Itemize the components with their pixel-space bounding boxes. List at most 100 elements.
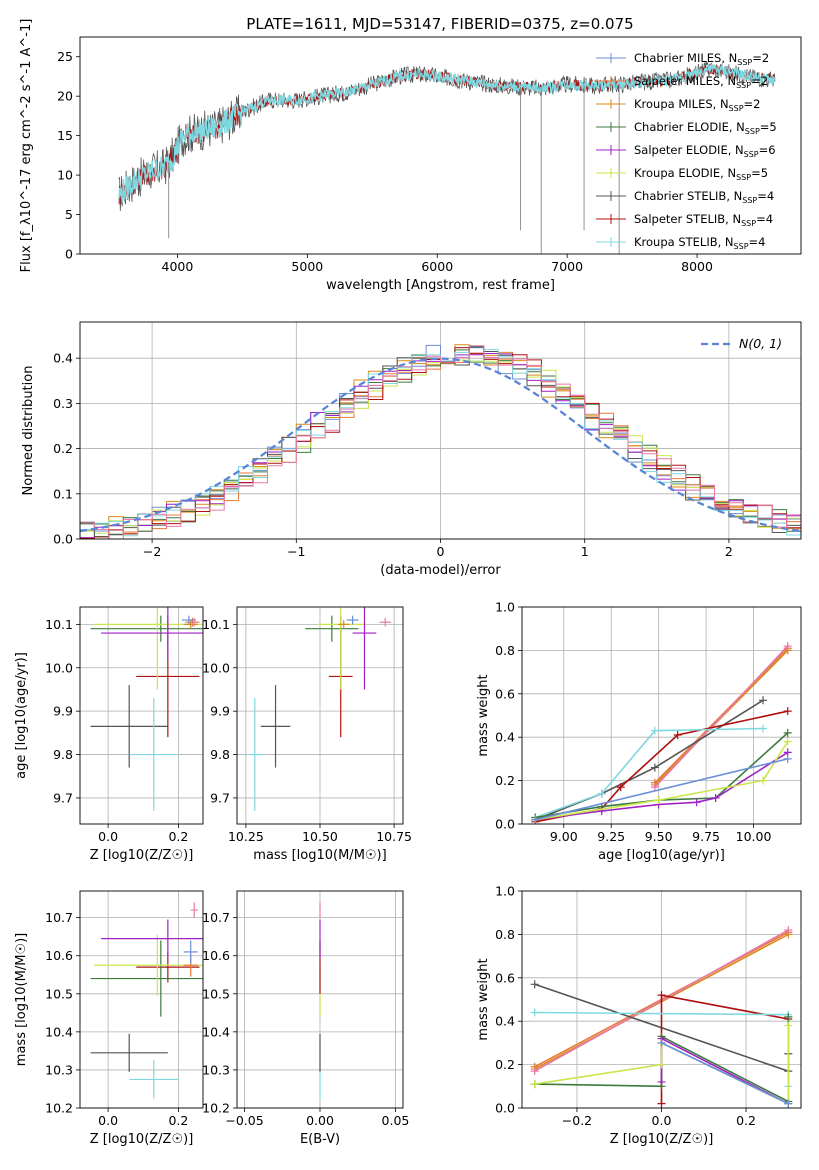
series-marker <box>783 754 792 763</box>
y-tick-label: 0.8 <box>495 643 515 658</box>
legend-label: Kroupa MILES, NSSP=2 <box>634 97 760 113</box>
gaussian-curve <box>80 357 801 533</box>
legend-label-tail: =5 <box>751 166 768 180</box>
series-marker <box>530 1067 539 1076</box>
legend-label: N(0, 1) <box>739 336 782 351</box>
x-tick-label: 0.05 <box>382 1113 410 1128</box>
y-tick-label: 10.3 <box>202 1062 230 1077</box>
legend-label: Salpeter STELIB, NSSP=4 <box>634 212 773 228</box>
x-tick-label: 9.25 <box>597 829 625 844</box>
x-tick-label: 2 <box>725 544 733 559</box>
y-tick-label: 10.6 <box>45 948 73 963</box>
series-line <box>535 727 764 819</box>
x-axis-label: (data-model)/error <box>380 563 501 578</box>
series-marker <box>711 793 720 802</box>
x-tick-label: 4000 <box>162 259 194 274</box>
legend-label: Kroupa ELODIE, NSSP=5 <box>634 166 768 182</box>
legend-label-text: Chabrier STELIB, N <box>634 189 742 203</box>
y-tick-label: 0.1 <box>53 486 73 501</box>
x-tick-label: −1 <box>287 544 305 559</box>
series-marker <box>530 1008 539 1017</box>
x-tick-label: 9.75 <box>692 829 720 844</box>
axes-frame <box>79 321 802 540</box>
y-tick-label: 15 <box>57 128 73 143</box>
legend-label-tail: =5 <box>760 120 777 134</box>
figure-title: PLATE=1611, MJD=53147, FIBERID=0375, z=0… <box>246 15 633 33</box>
x-tick-label: 7000 <box>551 259 583 274</box>
y-tick-label: 9.8 <box>53 747 73 762</box>
legend-label-sub: SSP <box>736 173 751 182</box>
axes-frame <box>521 606 802 825</box>
series-marker <box>784 1099 793 1108</box>
y-tick-label: 0.4 <box>495 1014 515 1029</box>
y-tick-label: 0.3 <box>53 396 73 411</box>
y-tick-label: 10.1 <box>202 617 230 632</box>
series-marker <box>784 1021 793 1030</box>
legend-label-tail: =2 <box>752 51 769 65</box>
y-axis-label: Flux [f_λ10^-17 erg cm^-2 s^-1 A^-1] <box>19 19 34 273</box>
series-line <box>661 1042 789 1105</box>
y-tick-label: 20 <box>57 89 73 104</box>
x-axis-label: Z [log10(Z/Z☉)] <box>90 848 194 863</box>
series-marker <box>759 696 768 705</box>
y-tick-label: 0.0 <box>495 817 515 832</box>
y-tick-label: 10.6 <box>202 948 230 963</box>
series-line <box>535 751 789 821</box>
legend-label-text: Kroupa ELODIE, N <box>634 166 736 180</box>
series-marker <box>759 724 768 733</box>
y-tick-label: 9.9 <box>53 704 73 719</box>
y-tick-label: 0.0 <box>53 532 73 547</box>
chart-spectrum: 4000 5000 6000 7000 8000 0 5 10 15 20 25 wavelength… <box>19 19 802 293</box>
series-marker <box>650 763 659 772</box>
histogram-lines <box>80 344 801 539</box>
x-tick-label: −0.2 <box>562 1113 592 1128</box>
x-tick-label: 0.0 <box>98 1113 118 1128</box>
x-tick-label: 5000 <box>291 259 323 274</box>
series-marker <box>616 783 625 792</box>
series-marker <box>657 1099 666 1108</box>
x-axis-label: mass [log10(M/M☉)] <box>253 848 386 863</box>
series-marker <box>784 926 793 935</box>
x-axis-label: E(B-V) <box>300 1132 340 1147</box>
series-line <box>654 645 789 788</box>
legend-label-tail: =4 <box>749 235 766 249</box>
series-marker <box>530 980 539 989</box>
plot-content <box>530 926 793 1108</box>
series-line <box>535 758 788 821</box>
legend-label-text: Salpeter STELIB, N <box>634 212 741 226</box>
chart-mass-weight-vs-Z: −0.2 0.0 0.2 0.0 0.2 0.4 0.6 0.8 1.0 Z [log10(Z/Z… <box>476 884 802 1147</box>
legend-label: Salpeter ELODIE, NSSP=6 <box>634 143 776 159</box>
series-marker <box>657 991 666 1000</box>
x-tick-label: 6000 <box>421 259 453 274</box>
x-axis-label: Z [log10(Z/Z☉)] <box>610 1132 714 1147</box>
chart-residual-histogram: −2 −1 0 1 2 0.0 0.1 0.2 0.3 0.4 (data-model)/error… <box>21 321 802 578</box>
y-tick-label: 5 <box>65 207 73 222</box>
x-tick-label: 8000 <box>681 259 713 274</box>
legend-label-text: Salpeter MILES, N <box>634 74 736 88</box>
legend-label-sub: SSP <box>729 104 744 113</box>
y-tick-label: 0.8 <box>495 927 515 942</box>
legend-label: Chabrier ELODIE, NSSP=5 <box>634 120 777 136</box>
y-tick-label: 10.1 <box>45 617 73 632</box>
y-tick-label: 10.4 <box>202 1024 230 1039</box>
y-tick-label: 10.7 <box>202 910 230 925</box>
y-tick-label: 25 <box>57 49 73 64</box>
x-axis-label: age [log10(age/yr)] <box>598 848 725 863</box>
legend-label-sub: SSP <box>734 242 749 251</box>
series-marker <box>530 1080 539 1089</box>
y-axis-label: age [log10(age/yr)] <box>14 652 29 779</box>
legend-label-text: Salpeter ELODIE, N <box>634 143 744 157</box>
x-tick-label: 9.00 <box>550 829 578 844</box>
y-tick-label: 0.6 <box>495 686 515 701</box>
legend-label-text: Kroupa MILES, N <box>634 97 729 111</box>
series-marker <box>657 1038 666 1047</box>
x-tick-label: 0.2 <box>168 1113 188 1128</box>
spectrum-line <box>118 63 776 204</box>
y-tick-label: 0.6 <box>495 970 515 985</box>
chart-mass-weight-vs-age: 9.00 9.25 9.50 9.75 10.00 0.0 0.2 0.4 0.6 0.8 1.0 a… <box>476 600 802 863</box>
series-marker <box>597 789 606 798</box>
y-tick-label: 10.4 <box>45 1024 73 1039</box>
y-tick-label: 0.4 <box>495 730 515 745</box>
x-tick-label: 0.0 <box>652 1113 672 1128</box>
y-axis-label: mass weight <box>476 674 491 756</box>
